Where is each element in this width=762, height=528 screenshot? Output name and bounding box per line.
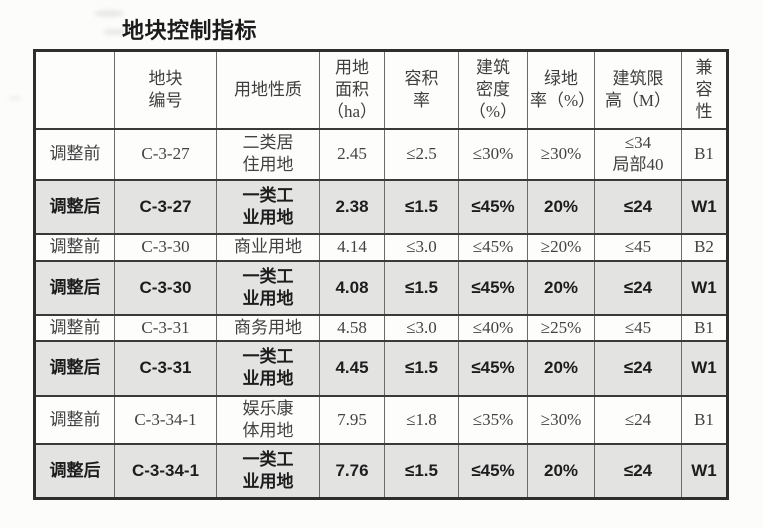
cell-phase: 调整后 [34,442,115,500]
cell-green-ratio: ≥30% [527,394,595,445]
header-compatibility: 兼 容 性 [681,49,728,130]
cell-compatibility: W1 [681,442,728,500]
cell-green-ratio: ≥30% [527,127,595,181]
cell-plot-code: C-3-31 [114,313,217,342]
cell-density: ≤45% [458,442,528,500]
cell-far: ≤3.0 [384,232,459,262]
scan-smudge [103,29,127,35]
header-row: 地块 编号 用地性质 用地 面积 （ha） 容积 率 建筑 密度 （%） 绿地 … [34,49,728,130]
cell-height-limit: ≤45 [594,313,682,342]
cell-far: ≤3.0 [384,313,459,342]
header-green-ratio: 绿地 率（%） [527,49,595,130]
table-row-after: 调整后 C-3-34-1 一类工 业用地 7.76 ≤1.5 ≤45% 20% … [34,442,728,500]
table-row-after: 调整后 C-3-30 一类工 业用地 4.08 ≤1.5 ≤45% 20% ≤2… [34,259,728,316]
cell-green-ratio: ≥25% [527,313,595,342]
cell-land-use: 一类工 业用地 [216,339,320,397]
scan-smudge [8,96,22,101]
header-building-density: 建筑 密度 （%） [458,49,528,130]
table-row-before: 调整前 C-3-34-1 娱乐康 体用地 7.95 ≤1.8 ≤35% ≥30%… [34,394,728,445]
cell-height-limit: ≤24 [594,178,682,235]
cell-height-limit: ≤34 局部40 [594,127,682,181]
cell-density: ≤45% [458,259,528,316]
table-row-after: 调整后 C-3-31 一类工 业用地 4.45 ≤1.5 ≤45% 20% ≤2… [34,339,728,397]
cell-plot-code: C-3-34-1 [114,442,217,500]
cell-land-use: 一类工 业用地 [216,442,320,500]
cell-land-use: 一类工 业用地 [216,178,320,235]
table-row-before: 调整前 C-3-27 二类居 住用地 2.45 ≤2.5 ≤30% ≥30% ≤… [34,127,728,181]
cell-compatibility: W1 [681,339,728,397]
cell-green-ratio: 20% [527,259,595,316]
cell-density: ≤35% [458,394,528,445]
cell-phase: 调整前 [34,232,115,262]
scan-smudge [94,10,124,17]
cell-far: ≤1.5 [384,339,459,397]
cell-far: ≤1.5 [384,178,459,235]
cell-phase: 调整后 [34,178,115,235]
cell-plot-code: C-3-30 [114,259,217,316]
cell-compatibility: B1 [681,394,728,445]
cell-height-limit: ≤24 [594,394,682,445]
cell-phase: 调整前 [34,394,115,445]
cell-green-ratio: 20% [527,178,595,235]
cell-plot-code: C-3-30 [114,232,217,262]
cell-area: 4.58 [319,313,385,342]
header-phase [34,49,115,130]
cell-far: ≤1.5 [384,259,459,316]
header-land-area: 用地 面积 （ha） [319,49,385,130]
cell-area: 7.76 [319,442,385,500]
cell-phase: 调整后 [34,339,115,397]
cell-green-ratio: 20% [527,442,595,500]
table-row-before: 调整前 C-3-31 商务用地 4.58 ≤3.0 ≤40% ≥25% ≤45 … [34,313,728,342]
cell-land-use: 商业用地 [216,232,320,262]
cell-phase: 调整前 [34,127,115,181]
cell-green-ratio: ≥20% [527,232,595,262]
cell-height-limit: ≤24 [594,442,682,500]
cell-height-limit: ≤24 [594,259,682,316]
cell-compatibility: W1 [681,259,728,316]
cell-compatibility: B1 [681,313,728,342]
cell-compatibility: B1 [681,127,728,181]
table-row-before: 调整前 C-3-30 商业用地 4.14 ≤3.0 ≤45% ≥20% ≤45 … [34,232,728,262]
cell-compatibility: W1 [681,178,728,235]
cell-area: 4.45 [319,339,385,397]
cell-phase: 调整后 [34,259,115,316]
cell-green-ratio: 20% [527,339,595,397]
cell-plot-code: C-3-27 [114,178,217,235]
cell-height-limit: ≤45 [594,232,682,262]
cell-density: ≤40% [458,313,528,342]
cell-density: ≤45% [458,232,528,262]
cell-density: ≤30% [458,127,528,181]
cell-far: ≤1.8 [384,394,459,445]
header-height-limit: 建筑限 高（M） [594,49,682,130]
cell-compatibility: B2 [681,232,728,262]
cell-area: 7.95 [319,394,385,445]
cell-height-limit: ≤24 [594,339,682,397]
cell-phase: 调整前 [34,313,115,342]
cell-area: 2.45 [319,127,385,181]
cell-land-use: 商务用地 [216,313,320,342]
cell-land-use: 娱乐康 体用地 [216,394,320,445]
cell-land-use: 二类居 住用地 [216,127,320,181]
cell-area: 2.38 [319,178,385,235]
cell-plot-code: C-3-31 [114,339,217,397]
cell-density: ≤45% [458,178,528,235]
header-far: 容积 率 [384,49,459,130]
cell-far: ≤1.5 [384,442,459,500]
header-plot-code: 地块 编号 [114,49,217,130]
cell-land-use: 一类工 业用地 [216,259,320,316]
cell-area: 4.14 [319,232,385,262]
cell-plot-code: C-3-27 [114,127,217,181]
cell-far: ≤2.5 [384,127,459,181]
cell-area: 4.08 [319,259,385,316]
plot-control-indicators-table: 地块 编号 用地性质 用地 面积 （ha） 容积 率 建筑 密度 （%） 绿地 … [33,49,729,500]
cell-density: ≤45% [458,339,528,397]
cell-plot-code: C-3-34-1 [114,394,217,445]
table-row-after: 调整后 C-3-27 一类工 业用地 2.38 ≤1.5 ≤45% 20% ≤2… [34,178,728,235]
header-land-use-type: 用地性质 [216,49,320,130]
page-title: 地块控制指标 [122,18,258,43]
